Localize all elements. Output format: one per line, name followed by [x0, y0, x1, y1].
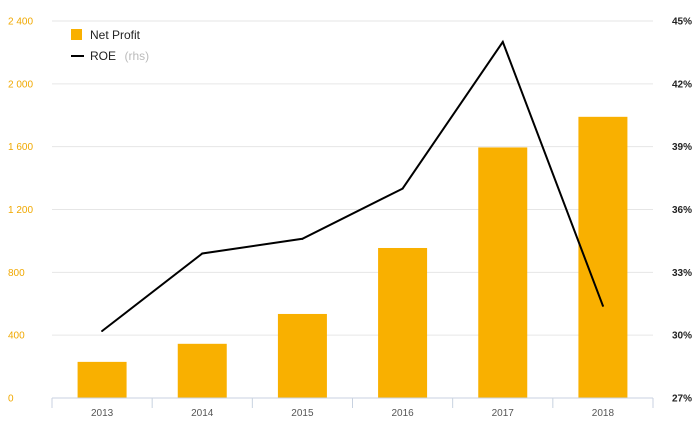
- bar: [378, 247, 428, 398]
- line-series-roe: [101, 39, 604, 332]
- y-right-tick-label: 45%: [672, 17, 692, 28]
- axes: 0 400 800 1 200 1 600 2 000 2 400 27% 30% 33% 36% 3…: [8, 17, 692, 420]
- bar: [478, 147, 528, 398]
- x-tick-label: 2018: [592, 408, 615, 419]
- y-left-tick-label: 2 000: [8, 79, 33, 90]
- y-left-tick-label: 1 600: [8, 142, 33, 153]
- y-right-tick-label: 42%: [672, 79, 692, 90]
- roe-point: [201, 252, 204, 255]
- legend-label-net-profit: Net Profit: [90, 28, 141, 42]
- y-left-tick-label: 0: [8, 394, 14, 405]
- x-tick-label: 2017: [492, 408, 515, 419]
- x-tick-label: 2014: [191, 408, 214, 419]
- y-right-tick-label: 30%: [672, 331, 692, 342]
- y-left-tick-label: 400: [8, 331, 25, 342]
- roe-point: [101, 329, 104, 332]
- roe-line: [101, 39, 604, 332]
- y-left-tick-label: 800: [8, 268, 25, 279]
- bar: [177, 343, 227, 398]
- y-left-tick-label: 2 400: [8, 17, 33, 28]
- y-right-tick-label: 33%: [672, 268, 692, 279]
- roe-point: [401, 187, 404, 190]
- roe-point: [301, 237, 304, 240]
- gridlines: [52, 20, 653, 336]
- y-left-tick-label: 1 200: [8, 205, 33, 216]
- x-tick-label: 2015: [291, 408, 314, 419]
- legend-label-roe-name: ROE: [90, 49, 116, 63]
- bar: [578, 116, 628, 398]
- legend-label-roe: ROE (rhs): [90, 47, 149, 64]
- legend-swatch-net-profit: [71, 29, 82, 40]
- y-right-tick-label: 36%: [672, 205, 692, 216]
- y-right-tick-label: 27%: [672, 394, 692, 405]
- legend-label-roe-suffix: (rhs): [124, 49, 149, 63]
- legend: Net Profit ROE (rhs): [71, 28, 149, 64]
- roe-point: [501, 40, 504, 43]
- y-right-tick-label: 39%: [672, 142, 692, 153]
- x-tick-label: 2013: [91, 408, 114, 419]
- x-tick-label: 2016: [391, 408, 414, 419]
- roe-point: [601, 304, 604, 307]
- bar: [277, 313, 327, 398]
- bar-series-net-profit: [77, 116, 628, 398]
- bar: [77, 361, 127, 398]
